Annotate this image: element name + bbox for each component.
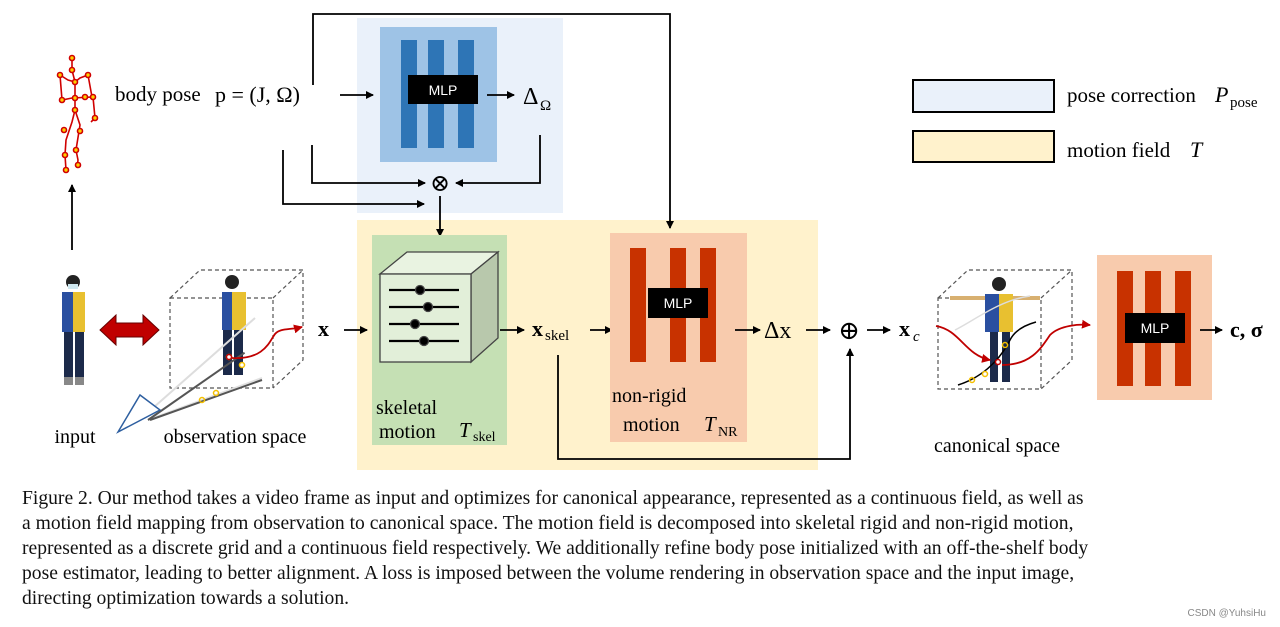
delta-omega: Δ [523,84,538,110]
oplus-operator: ⊕ [838,316,860,345]
legend-symbol-p: P [1214,82,1228,107]
canonical-space-label: canonical space [934,435,1060,457]
otimes-operator: ⊗ [430,171,450,197]
mlp-label: MLP [429,82,458,98]
x-label: x [318,316,329,341]
x-skel-sub: skel [545,328,569,344]
t-skel-sub: skel [473,430,496,445]
output-c-sigma: c, σ [1230,317,1263,342]
mlp-label: MLP [664,295,693,311]
skeletal-label-line2: motion [379,421,436,443]
legend-label-pose-correction: pose correction [1067,83,1196,107]
joints-to-otimes-arrow [282,150,425,208]
double-arrow-icon [99,313,160,347]
legend-swatch-motion-field [912,130,1055,163]
body-pose-formula: p = (J, Ω) [215,82,300,107]
legend-swatch-pose-correction [912,79,1055,113]
x-c-sub: c [913,329,920,345]
observation-space-cube [169,269,304,389]
body-pose-label: body pose [115,82,201,106]
camera-rays [144,317,303,421]
legend-symbol-t: T [1190,137,1204,162]
delta-omega-sub: Ω [540,98,551,114]
watermark: CSDN @YuhsiHu [1187,608,1266,619]
caption-line: represented as a discrete grid and a con… [22,538,1089,559]
caption-line: Figure 2. Our method takes a video frame… [22,488,1084,509]
mlp-label: MLP [1141,320,1170,336]
observation-space-label: observation space [164,426,307,448]
caption-line: directing optimization towards a solutio… [22,588,350,609]
grid-volume-icon [378,250,500,364]
nonrigid-mlp: MLP [630,248,716,362]
nonrigid-label-line1: non-rigid [612,385,686,407]
pose-to-otimes-arrow [311,145,426,187]
t-nr-sub: NR [718,425,738,440]
x-c: x [899,316,910,341]
canonical-person-image [950,277,1040,382]
t-nr-symbol: T [704,412,717,436]
x-skel: x [532,316,543,341]
legend-label-motion-field: motion field [1067,138,1171,162]
input-person-image [62,275,85,385]
legend: pose correction P pose motion field T [912,79,1258,163]
pose-to-nonrigid-arrow [312,13,674,229]
method-diagram: MLP body pose p = (J, Ω) Δ Ω ⊗ [54,13,1263,470]
canonical-mlp-block: MLP [1097,255,1212,400]
caption-line: a motion field mapping from observation … [22,513,1074,534]
figure-caption: Figure 2. Our method takes a video frame… [22,486,1272,611]
legend-symbol-p-sub: pose [1230,95,1258,111]
skeletal-label-line1: skeletal [376,397,438,419]
observation-person-image [222,275,246,375]
delta-to-otimes-arrow [455,135,541,187]
caption-line: pose estimator, leading to better alignm… [22,563,1075,584]
pose-mlp-block: MLP [380,27,497,162]
delta-x: Δx [764,318,791,344]
canonical-rays [935,295,1091,386]
t-skel-symbol: T [459,418,472,442]
camera-icon [116,393,162,434]
input-label: input [54,426,96,448]
skeleton-pose-icon [56,54,99,174]
nonrigid-label-line2: motion [623,414,680,436]
skip-connection-arrow [557,348,854,460]
